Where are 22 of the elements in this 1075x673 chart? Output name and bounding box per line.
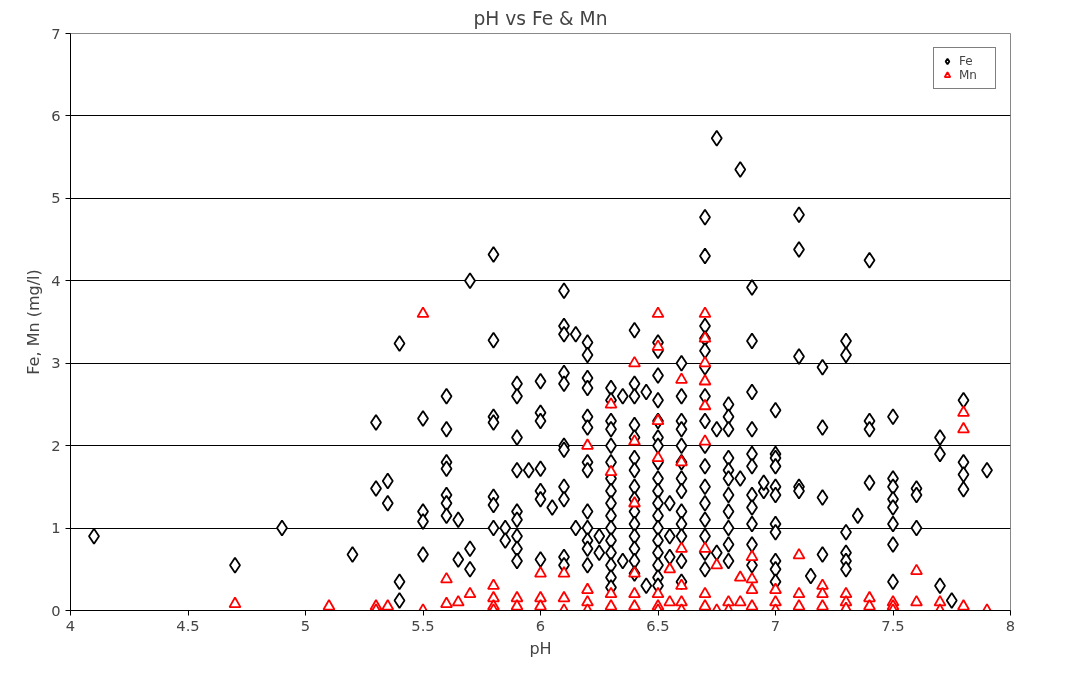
y-tick-label: 2	[51, 436, 61, 454]
x-tick-label: 4	[65, 616, 76, 634]
x-tick-label: 5.5	[411, 616, 435, 634]
x-axis-title: pH	[529, 638, 552, 658]
x-tick-label: 7.5	[881, 616, 905, 634]
legend-label: Fe	[959, 54, 974, 68]
x-tick-label: 4.5	[176, 616, 200, 634]
y-axis-title: Fe, Mn (mg/l)	[24, 269, 44, 375]
x-tick-label: 7	[770, 616, 781, 634]
legend-label: Mn	[959, 68, 978, 82]
y-tick-label: 4	[51, 271, 61, 289]
y-tick-label: 7	[51, 24, 61, 42]
y-tick-label: 0	[51, 601, 61, 619]
y-tick-label: 5	[51, 189, 61, 207]
x-tick-label: 6	[535, 616, 546, 634]
x-tick-label: 8	[1005, 616, 1016, 634]
y-tick-label: 1	[51, 519, 61, 537]
x-tick-label: 6.5	[646, 616, 670, 634]
y-tick-label: 6	[51, 106, 61, 124]
chart-title: pH vs Fe & Mn	[473, 7, 608, 29]
x-tick-label: 5	[300, 616, 311, 634]
y-tick-label: 3	[51, 354, 61, 372]
